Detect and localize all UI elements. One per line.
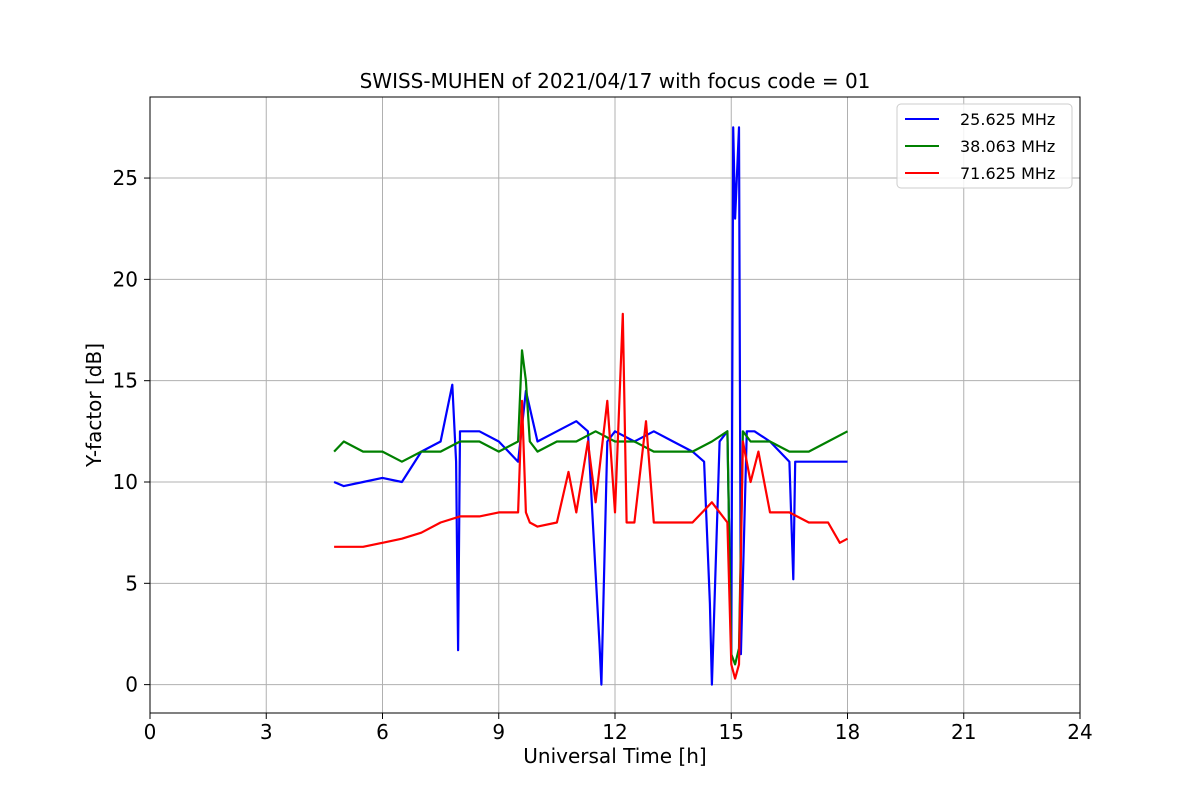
y-tick-label: 0 <box>125 673 138 697</box>
axis-ticks: 0 3 6 9 12 15 18 21 24 0 5 10 15 20 25 <box>113 166 1093 744</box>
series-line-38-063-mhz <box>333 349 849 666</box>
series-layer <box>333 126 849 686</box>
series-line-71-625-mhz <box>334 312 849 680</box>
x-tick-label: 12 <box>602 720 627 744</box>
legend-box <box>896 103 1073 189</box>
y-tick-label: 20 <box>113 267 138 291</box>
x-tick-label: 9 <box>492 720 505 744</box>
chart-title: SWISS-MUHEN of 2021/04/17 with focus cod… <box>360 69 871 93</box>
legend: 25.625 MHz 38.063 MHz 71.625 MHz <box>896 103 1073 189</box>
y-tick-label: 10 <box>113 470 138 494</box>
series-line-25-625-mhz <box>333 126 848 686</box>
y-tick-label: 5 <box>125 571 138 595</box>
x-axis-label: Universal Time [h] <box>523 744 706 768</box>
x-tick-label: 0 <box>144 720 157 744</box>
y-axis-label: Y-factor [dB] <box>82 343 106 468</box>
x-tick-label: 21 <box>951 720 976 744</box>
y-tick-label: 15 <box>113 369 138 393</box>
x-tick-label: 3 <box>260 720 273 744</box>
x-tick-label: 6 <box>376 720 389 744</box>
x-tick-label: 24 <box>1067 720 1092 744</box>
legend-label-25-625-mhz: 25.625 MHz <box>960 110 1055 129</box>
y-tick-label: 25 <box>113 166 138 190</box>
x-tick-label: 15 <box>719 720 744 744</box>
legend-label-71-625-mhz: 71.625 MHz <box>960 164 1055 183</box>
legend-label-38-063-mhz: 38.063 MHz <box>960 137 1055 156</box>
x-tick-label: 18 <box>835 720 860 744</box>
grid <box>149 97 1081 713</box>
